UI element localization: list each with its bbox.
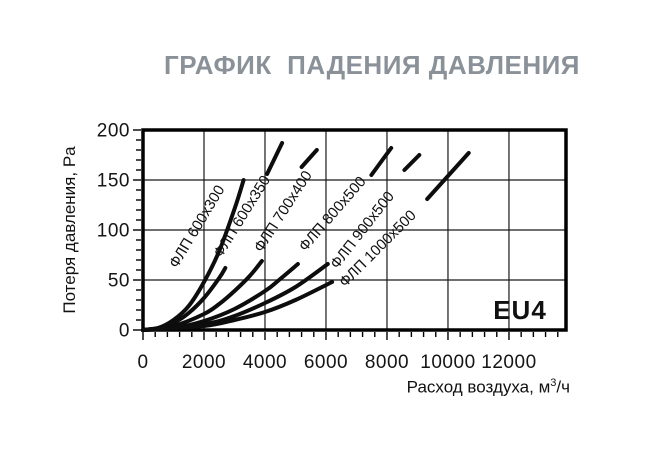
chart-title: ГРАФИК ПАДЕНИЯ ДАВЛЕНИЯ xyxy=(164,50,580,80)
filter-class-badge: EU4 xyxy=(493,295,547,325)
x-tick-label: 12000 xyxy=(481,352,536,373)
y-axis-title-text: Потеря давления, Pa xyxy=(60,146,79,314)
curve-segment xyxy=(299,148,319,169)
x-axis-title-suffix: /ч xyxy=(556,377,570,397)
x-axis-title-sup: 3 xyxy=(550,377,557,389)
axis-ticks xyxy=(133,129,559,340)
x-tick-label: 10000 xyxy=(420,352,475,373)
y-tick-label: 0 xyxy=(119,321,130,342)
grid-lines xyxy=(143,130,566,330)
y-tick-label: 100 xyxy=(97,221,130,242)
y-axis-title: Потеря давления, Pa xyxy=(60,146,80,313)
x-tick-labels: 0 2000 4000 6000 8000 10000 12000 xyxy=(137,352,536,373)
curve-segment xyxy=(141,280,335,332)
x-tick-label: 0 xyxy=(137,352,148,373)
curve-segment xyxy=(402,153,422,172)
x-tick-label: 6000 xyxy=(304,352,348,373)
curve-segment xyxy=(265,141,285,176)
curve-segment xyxy=(369,146,394,177)
y-tick-labels: 0 50 100 150 200 xyxy=(97,121,130,342)
x-tick-label: 4000 xyxy=(243,352,287,373)
y-tick-label: 150 xyxy=(97,171,130,192)
x-tick-label: 8000 xyxy=(365,352,409,373)
x-axis-title-text: Расход воздуха, м xyxy=(406,377,551,397)
x-tick-label: 2000 xyxy=(182,352,226,373)
y-tick-label: 50 xyxy=(108,271,130,292)
curve-segment xyxy=(425,151,471,201)
x-axis-title: Расход воздуха, м3/ч xyxy=(407,377,570,398)
y-tick-label: 200 xyxy=(97,121,130,142)
plot-border xyxy=(141,128,568,332)
